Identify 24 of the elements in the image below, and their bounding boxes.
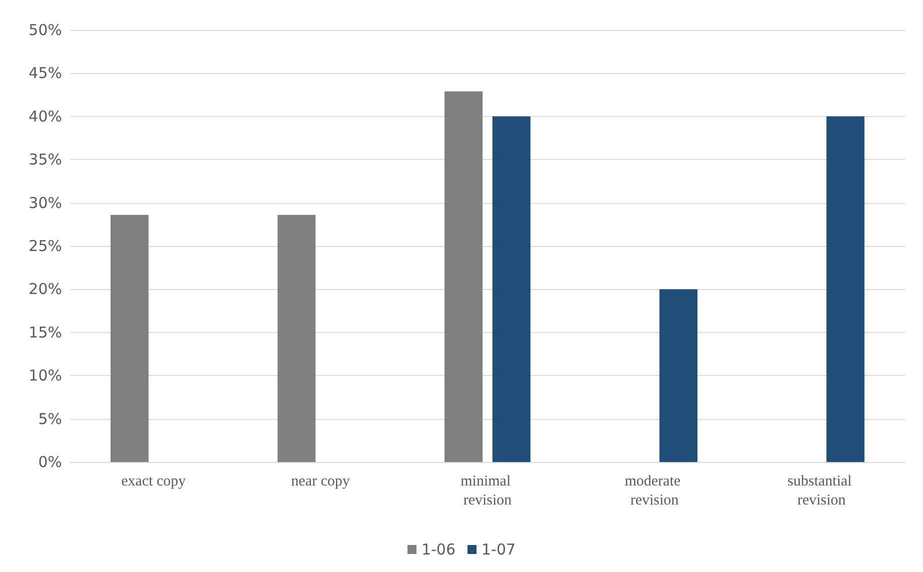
y-tick-label: 30%: [28, 194, 62, 212]
x-tick-label: moderate revision: [624, 474, 684, 508]
x-tick-label: substantial revision: [788, 474, 856, 508]
bar: [659, 289, 698, 462]
y-tick-label: 45%: [28, 64, 62, 82]
y-tick-label: 5%: [38, 410, 62, 428]
legend-label: 1-07: [482, 540, 516, 558]
bar: [492, 116, 530, 462]
y-tick-label: 0%: [38, 453, 62, 471]
x-tick-label: exact copy: [121, 474, 186, 490]
y-tick-label: 35%: [28, 150, 62, 169]
bar: [444, 91, 483, 462]
y-tick-label: 15%: [28, 323, 62, 342]
bar: [826, 116, 864, 462]
bar: [278, 214, 316, 462]
bar: [110, 214, 149, 462]
y-tick-label: 20%: [28, 280, 62, 298]
y-tick-label: 25%: [28, 237, 62, 255]
y-tick-label: 10%: [28, 366, 62, 385]
y-tick-label: 50%: [28, 21, 62, 39]
legend-label: 1-06: [421, 540, 456, 558]
y-tick-label: 40%: [28, 107, 62, 126]
x-tick-label: near copy: [291, 474, 350, 490]
x-tick-label: minimal revision: [460, 474, 514, 508]
